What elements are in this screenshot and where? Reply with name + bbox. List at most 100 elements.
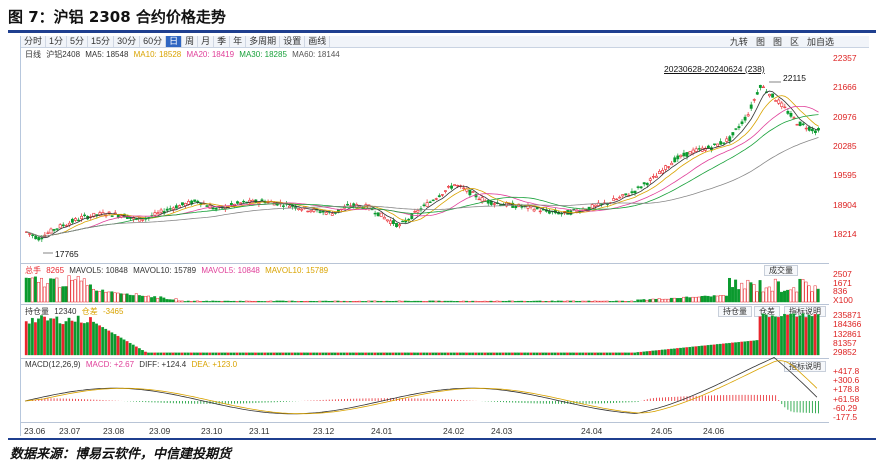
oi-bar [697,346,701,356]
oi-bar [413,352,416,356]
volume-indicator-button[interactable]: 成交量 [764,265,798,276]
candle-body [468,189,472,196]
volume-bar [767,286,771,303]
volume-bar [321,300,325,303]
oi-bar [361,352,364,356]
candle-body [153,212,157,216]
volume-bar [354,300,358,303]
volume-bar [263,301,267,303]
candle-body [648,178,652,181]
volume-bar [801,279,805,303]
candle-body [743,116,747,121]
oi-bar [43,316,46,356]
candle-body [651,176,655,178]
volume-bar [199,301,202,303]
volume-bar [336,300,340,303]
period-button-2[interactable]: 5分 [67,36,89,47]
candle-body [422,204,426,206]
period-button-0[interactable]: 分时 [21,36,47,47]
period-button-12[interactable]: 设置 [280,36,306,47]
candle-body [95,214,99,216]
ma10-line [26,95,819,237]
oi-checkbox[interactable]: 持仓量 [718,306,752,317]
volume-bar [254,300,258,303]
candle-body [477,198,481,201]
candle-body [37,237,41,241]
toolbar-right-button-1[interactable]: 图 [755,36,765,47]
oi-bar [150,352,153,356]
oi-bar [67,317,71,356]
toolbar-right-button-2[interactable]: 图 [772,36,782,47]
period-button-13[interactable]: 画线 [305,36,331,47]
toolbar-right-button-4[interactable]: 加自选 [806,36,834,47]
volume-bar [562,300,566,303]
candle-body [177,205,181,208]
oi-bar [300,352,303,356]
oi-bar [581,352,585,356]
volume-bar [257,300,261,303]
volume-bar [165,299,169,303]
volume-bar [247,300,251,303]
oi-bar [599,352,603,356]
candle-body [654,175,658,178]
volume-bar [755,291,759,303]
oi-bar [691,346,695,356]
oi-bar [82,323,86,356]
volume-bar [773,278,777,303]
period-button-6[interactable]: 日 [166,36,183,47]
candle-body [187,201,191,205]
volume-bar [376,300,380,303]
oi-bar [462,352,465,356]
volume-bar [596,300,600,303]
period-button-8[interactable]: 月 [198,36,215,47]
volume-bar [807,285,811,303]
volume-bar [520,300,524,303]
candle-body [385,219,389,222]
ma60-line [26,137,819,237]
toolbar-right-button-0[interactable]: 九转 [729,36,748,47]
oi-bar [489,352,493,356]
candle-body [352,203,356,207]
ma10-label: MA10: 18528 [133,50,182,59]
period-button-5[interactable]: 60分 [140,36,167,47]
period-button-11[interactable]: 多周期 [246,36,281,47]
oi-bar [196,352,199,356]
volume-bar [492,301,496,303]
period-button-7[interactable]: 周 [182,36,199,47]
oi-bar [541,352,545,356]
candle-body [642,182,646,185]
candle-body [492,203,496,205]
oi-bar [205,352,209,356]
period-button-9[interactable]: 季 [214,36,231,47]
toolbar-right-button-3[interactable]: 区 [789,36,799,47]
oi-bar [477,352,481,356]
candle-body [813,130,817,133]
period-button-1[interactable]: 1分 [46,36,68,47]
volume-bar [538,300,542,303]
period-button-3[interactable]: 15分 [88,36,115,47]
volume-bar [52,278,56,303]
oi-bar [663,349,667,356]
x-axis-label-4: 23.10 [201,426,223,436]
oi-bar [141,350,144,356]
volume-bar [657,298,661,303]
macd-legend: MACD(12,26,9) MACD: +2.67 DIFF: +124.4 D… [25,360,240,369]
oi-bar [578,352,582,356]
volume-bar [382,301,386,303]
source-rule [8,438,876,440]
volume-bar [122,293,126,303]
oi-bar [526,352,530,356]
period-button-10[interactable]: 年 [230,36,247,47]
volume-bar [672,297,676,303]
volume-bar [217,300,221,303]
oi-bar [538,352,542,356]
candle-body [382,216,386,220]
toolbar-right: 九转图图区加自选 [726,36,838,48]
volume-bar [734,279,738,303]
candle-body [300,208,304,211]
period-button-4[interactable]: 30分 [114,36,141,47]
oi-help-button[interactable]: 指标说明 [784,306,826,317]
candle-body [70,218,74,223]
volume-bar [590,301,594,303]
volume-bar [743,288,747,303]
